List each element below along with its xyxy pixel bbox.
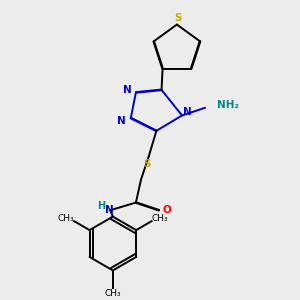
Text: S: S	[174, 13, 182, 23]
Text: CH₃: CH₃	[105, 289, 121, 298]
Text: CH₃: CH₃	[151, 214, 168, 223]
Text: NH₂: NH₂	[217, 100, 238, 110]
Text: S: S	[144, 159, 151, 169]
Text: N: N	[105, 205, 113, 215]
Text: N: N	[123, 85, 131, 95]
Text: N: N	[183, 106, 191, 117]
Text: H: H	[97, 201, 105, 212]
Text: O: O	[162, 205, 171, 215]
Text: CH₃: CH₃	[58, 214, 75, 223]
Text: N: N	[118, 116, 126, 126]
